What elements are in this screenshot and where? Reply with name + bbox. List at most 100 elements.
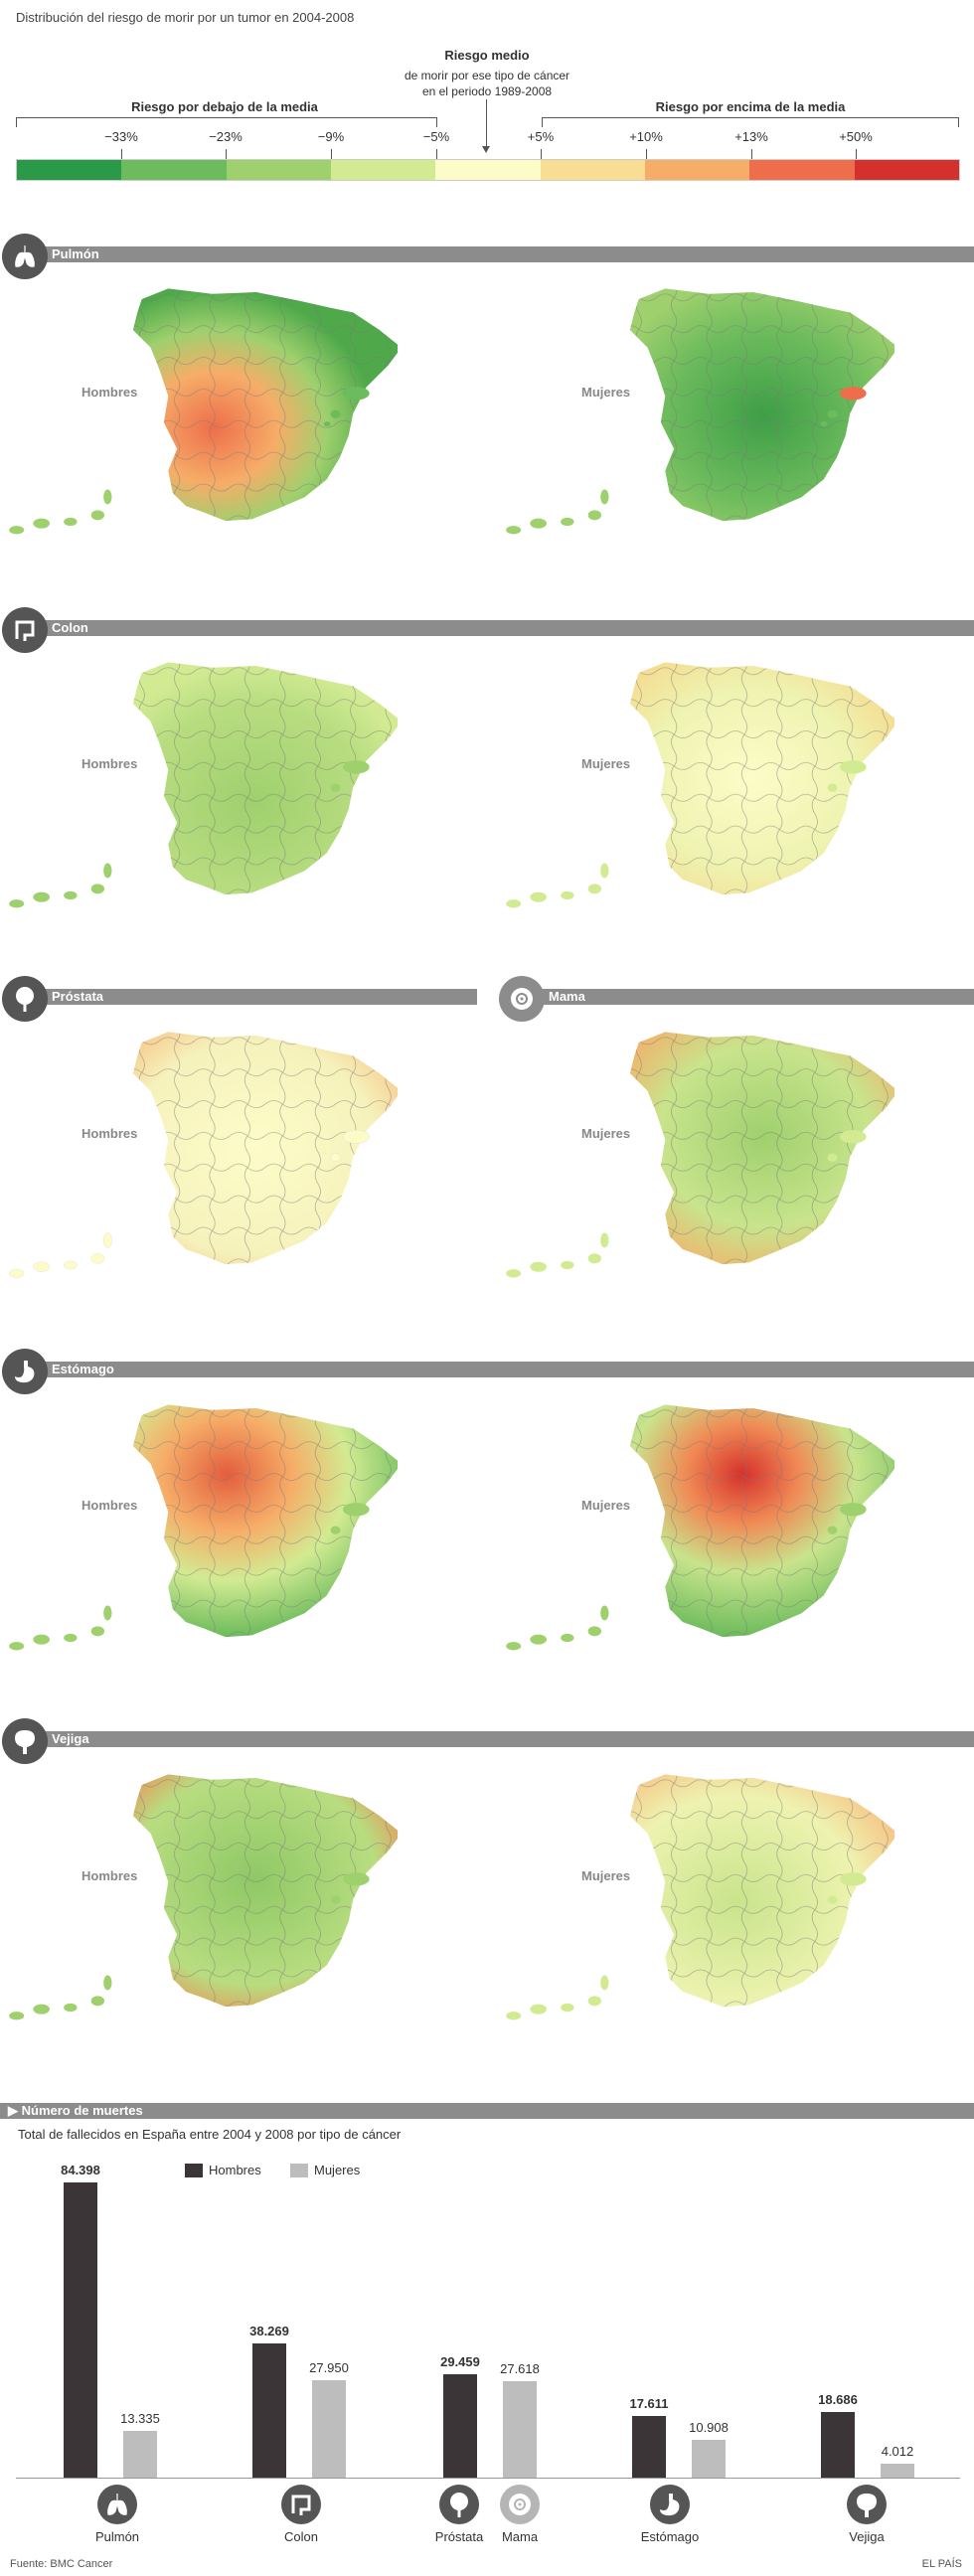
legend-tickline xyxy=(331,149,332,159)
bar-hombres xyxy=(252,2343,286,2478)
legend-sub-line-1: de morir por ese tipo de cáncer xyxy=(404,69,570,82)
bar-hombres xyxy=(821,2412,855,2478)
legend-tickline xyxy=(541,149,542,159)
legend-average-arrow xyxy=(482,99,490,153)
bar-value-label: 84.398 xyxy=(61,2163,100,2177)
legend-below-bracket xyxy=(16,117,437,127)
breast-icon xyxy=(499,976,545,1022)
page-title: Distribución del riesgo de morir por un … xyxy=(16,10,355,25)
legend-tickline xyxy=(121,149,122,159)
bar-value-label: 10.908 xyxy=(689,2420,729,2435)
map-vejiga-mujeres xyxy=(506,1749,894,2020)
bladder-icon xyxy=(847,2485,887,2524)
section-bar-estomago: Estómago xyxy=(20,1362,974,1377)
legend-center-title: Riesgo medio xyxy=(444,48,530,63)
map-label-mujeres: Mujeres xyxy=(581,385,631,400)
bar-value-label: 17.611 xyxy=(629,2396,669,2411)
legend-tick: +13% xyxy=(734,129,768,144)
legend-above-bracket xyxy=(542,117,959,127)
legend-swatch-men xyxy=(185,2164,203,2177)
deaths-subtitle: Total de fallecidos en España entre 2004… xyxy=(18,2127,402,2142)
risk-color-step xyxy=(17,160,122,180)
lung-icon xyxy=(2,234,48,279)
legend-label-women: Mujeres xyxy=(314,2163,361,2177)
legend-tickline xyxy=(226,149,227,159)
legend-tickline xyxy=(751,149,752,159)
map-estomago-mujeres xyxy=(506,1379,894,1651)
bar-mujeres xyxy=(123,2431,157,2478)
bar-value-label: 4.012 xyxy=(881,2444,914,2459)
deaths-header: ▶ Número de muertes xyxy=(8,2103,143,2118)
colon-icon xyxy=(281,2485,321,2524)
colon-icon xyxy=(2,607,48,653)
bar-mujeres xyxy=(881,2464,914,2478)
bar-value-label: 27.618 xyxy=(500,2361,540,2376)
legend-center-subtitle: de morir por ese tipo de cáncer en el pe… xyxy=(358,68,616,99)
map-vejiga-hombres xyxy=(9,1749,398,2020)
section-title: Colon xyxy=(52,620,88,635)
map-estomago-hombres xyxy=(9,1379,398,1651)
bar-hombres xyxy=(443,2374,477,2478)
risk-color-step xyxy=(540,160,645,180)
prostate-icon xyxy=(439,2485,479,2524)
section-bar-pulmon: Pulmón xyxy=(20,246,974,262)
map-label-hombres: Hombres xyxy=(81,385,138,400)
bladder-icon xyxy=(2,1718,48,1764)
risk-color-step xyxy=(226,160,331,180)
section-bar-vejiga: Vejiga xyxy=(20,1731,974,1747)
bar-mujeres xyxy=(312,2380,346,2478)
bar-value-label: 18.686 xyxy=(818,2392,858,2407)
deaths-header-bar: ▶ Número de muertes xyxy=(0,2103,974,2119)
section-title: Mama xyxy=(549,989,585,1004)
map-pulmon-hombres xyxy=(9,263,398,535)
map-label-mujeres: Mujeres xyxy=(581,1498,631,1513)
section-bar-prostata: Próstata xyxy=(20,989,477,1005)
map-pulmon-mujeres xyxy=(506,263,894,535)
legend-below-label: Riesgo por debajo de la media xyxy=(131,99,318,114)
legend-above-label: Riesgo por encima de la media xyxy=(655,99,846,114)
map-mama-mujeres xyxy=(506,1007,894,1278)
legend-tickline xyxy=(646,149,647,159)
map-label-hombres: Hombres xyxy=(81,756,138,771)
legend-tickline xyxy=(436,149,437,159)
map-label-mujeres: Mujeres xyxy=(581,1126,631,1141)
risk-color-step xyxy=(435,160,541,180)
section-title: Próstata xyxy=(52,989,104,1004)
map-label-mujeres: Mujeres xyxy=(581,756,631,771)
breast-icon xyxy=(500,2485,540,2524)
legend-tickline xyxy=(856,149,857,159)
stomach-icon xyxy=(2,1349,48,1394)
category-label: Vejiga xyxy=(849,2529,885,2544)
bar-value-label: 38.269 xyxy=(249,2324,289,2338)
legend-tick: +5% xyxy=(527,129,555,144)
bar-value-label: 27.950 xyxy=(309,2360,349,2375)
bar-mujeres xyxy=(692,2440,726,2478)
legend-tick: −9% xyxy=(317,129,345,144)
category-label: Mama xyxy=(501,2529,539,2544)
bar-hombres xyxy=(632,2416,666,2478)
risk-color-scale xyxy=(16,159,960,181)
risk-color-step xyxy=(749,160,855,180)
legend-tick: −33% xyxy=(104,129,138,144)
risk-color-step xyxy=(644,160,750,180)
map-label-hombres: Hombres xyxy=(81,1868,138,1883)
legend-sub-line-2: en el periodo 1989-2008 xyxy=(421,84,553,98)
section-title: Vejiga xyxy=(52,1731,89,1746)
category-label: Estómago xyxy=(640,2529,700,2544)
map-label-hombres: Hombres xyxy=(81,1498,138,1513)
deaths-header-text: Número de muertes xyxy=(21,2103,143,2118)
section-bar-colon: Colon xyxy=(20,620,974,636)
section-bar-mama: Mama xyxy=(517,989,974,1005)
map-colon-mujeres xyxy=(506,637,894,908)
legend-tick: +50% xyxy=(839,129,873,144)
section-title: Estómago xyxy=(52,1362,114,1376)
source-credit: Fuente: BMC Cancer xyxy=(10,2558,113,2570)
risk-color-step xyxy=(121,160,227,180)
legend-label-men: Hombres xyxy=(209,2163,261,2177)
legend-tick: −23% xyxy=(209,129,243,144)
map-colon-hombres xyxy=(9,637,398,908)
legend-tick: −5% xyxy=(422,129,450,144)
map-label-mujeres: Mujeres xyxy=(581,1868,631,1883)
lung-icon xyxy=(97,2485,137,2524)
prostate-icon xyxy=(2,976,48,1022)
